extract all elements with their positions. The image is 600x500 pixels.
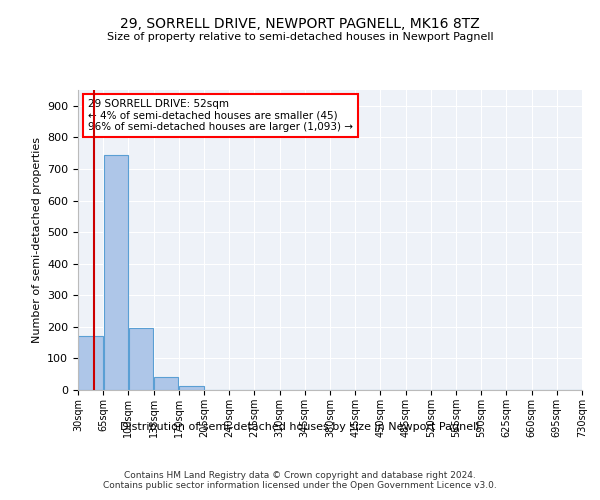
Bar <box>154 378 178 390</box>
Text: Size of property relative to semi-detached houses in Newport Pagnell: Size of property relative to semi-detach… <box>107 32 493 42</box>
Text: Distribution of semi-detached houses by size in Newport Pagnell: Distribution of semi-detached houses by … <box>121 422 479 432</box>
Bar <box>79 336 103 390</box>
Bar <box>104 154 128 390</box>
Y-axis label: Number of semi-detached properties: Number of semi-detached properties <box>32 137 41 343</box>
Bar <box>179 386 203 390</box>
Text: 29, SORRELL DRIVE, NEWPORT PAGNELL, MK16 8TZ: 29, SORRELL DRIVE, NEWPORT PAGNELL, MK16… <box>120 18 480 32</box>
Bar <box>129 328 153 390</box>
Text: 29 SORRELL DRIVE: 52sqm
← 4% of semi-detached houses are smaller (45)
96% of sem: 29 SORRELL DRIVE: 52sqm ← 4% of semi-det… <box>88 99 353 132</box>
Text: Contains HM Land Registry data © Crown copyright and database right 2024.
Contai: Contains HM Land Registry data © Crown c… <box>103 470 497 490</box>
